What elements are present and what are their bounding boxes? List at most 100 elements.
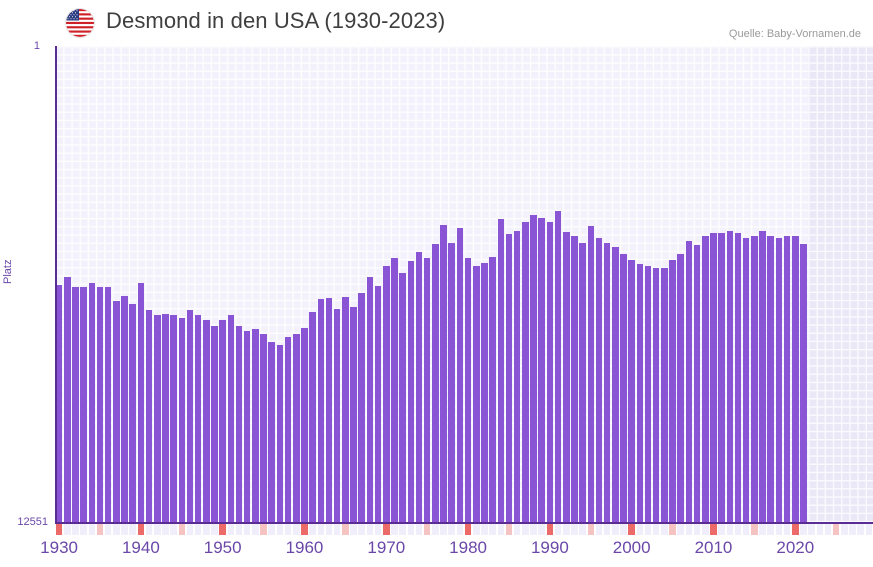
bar [391, 257, 398, 523]
x-tick-mark [587, 524, 595, 535]
bar [513, 231, 521, 523]
x-tick-mark [612, 524, 619, 535]
x-tick-mark [153, 524, 161, 535]
x-tick-mark [366, 524, 374, 535]
bar [415, 252, 423, 523]
x-tick-mark [55, 524, 63, 535]
bar [530, 215, 537, 523]
x-tick-mark [284, 524, 292, 535]
x-tick-mark [832, 524, 840, 535]
x-tick-mark [742, 524, 750, 535]
x-tick-mark [759, 524, 766, 535]
bar [693, 244, 701, 523]
x-tick-mark [80, 524, 87, 535]
bar [423, 257, 431, 523]
x-tick-mark [374, 524, 382, 535]
bar [137, 283, 145, 523]
bar [350, 307, 357, 523]
x-tick-mark [63, 524, 71, 535]
y-axis-top-label: 1 [33, 40, 40, 52]
bar [702, 236, 709, 523]
x-tick-mark [186, 524, 194, 535]
x-tick-mark [448, 524, 455, 535]
x-tick-mark [669, 524, 676, 535]
x-tick-mark [178, 524, 186, 535]
x-tick-mark [620, 524, 627, 535]
bar [260, 334, 267, 523]
x-tick-mark [104, 524, 112, 535]
bar [603, 242, 611, 523]
x-tick-mark [538, 524, 545, 535]
x-tick-mark [252, 524, 259, 535]
bar [145, 310, 153, 523]
x-tick-mark [464, 524, 472, 535]
bar [276, 345, 284, 523]
bar [399, 273, 406, 523]
x-tick-mark [702, 524, 709, 535]
bar [685, 240, 693, 523]
bar-series [55, 46, 873, 523]
bar [644, 266, 652, 523]
x-tick-mark [358, 524, 365, 535]
bar [472, 265, 480, 523]
bar [464, 257, 472, 523]
x-tick-mark [440, 524, 447, 535]
x-tick-mark [571, 524, 578, 535]
x-tick-label: 1970 [367, 538, 406, 557]
bar [505, 234, 513, 523]
chart-plot-area [55, 46, 873, 523]
x-tick-mark [800, 524, 807, 535]
bar [121, 296, 128, 523]
bar [448, 242, 455, 523]
x-tick-label: 2000 [612, 538, 651, 557]
x-tick-mark [775, 524, 783, 535]
x-tick-mark [783, 524, 791, 535]
y-axis-bottom-label: 12551 [17, 516, 48, 528]
bar [759, 231, 766, 523]
x-tick-mark [693, 524, 701, 535]
x-axis-tick-strip [55, 524, 873, 535]
x-tick-mark [399, 524, 406, 535]
chart-header: Desmond in den USA (1930-2023) Quelle: B… [0, 0, 873, 46]
x-tick-label: 1960 [285, 538, 324, 557]
x-tick-label: 1950 [203, 538, 242, 557]
y-axis-line [55, 46, 57, 523]
x-tick-mark [554, 524, 562, 535]
bar [227, 315, 235, 523]
bar [358, 293, 365, 523]
x-tick-mark [350, 524, 357, 535]
bar [113, 300, 120, 523]
x-tick-mark [562, 524, 570, 535]
x-tick-mark [162, 524, 169, 535]
x-tick-mark [816, 524, 824, 535]
x-tick-mark [268, 524, 276, 535]
x-axis-tick-labels: 1930 1940 1950 1960 1970 1980 1990 2000 2010 2020 [40, 538, 873, 564]
x-tick-mark [407, 524, 415, 535]
bar [538, 217, 545, 523]
x-tick-mark [530, 524, 537, 535]
x-tick-mark [383, 524, 390, 535]
bar [153, 315, 161, 523]
bar [440, 224, 447, 523]
bar [742, 238, 750, 523]
x-tick-mark [841, 524, 848, 535]
x-tick-mark [726, 524, 734, 535]
bar [301, 327, 308, 523]
bar [342, 296, 349, 523]
bar [235, 326, 243, 523]
x-tick-mark [718, 524, 725, 535]
x-tick-mark [333, 524, 341, 535]
x-tick-mark [472, 524, 480, 535]
x-tick-mark [792, 524, 799, 535]
x-tick-mark [88, 524, 96, 535]
bar [366, 277, 374, 523]
y-axis-title: Platz [2, 259, 14, 284]
bar [80, 286, 87, 523]
x-tick-mark [342, 524, 349, 535]
x-tick-mark [423, 524, 431, 535]
x-tick-mark [628, 524, 635, 535]
x-tick-mark [194, 524, 202, 535]
bar [497, 218, 505, 523]
bar [55, 285, 63, 523]
x-tick-mark [824, 524, 832, 535]
